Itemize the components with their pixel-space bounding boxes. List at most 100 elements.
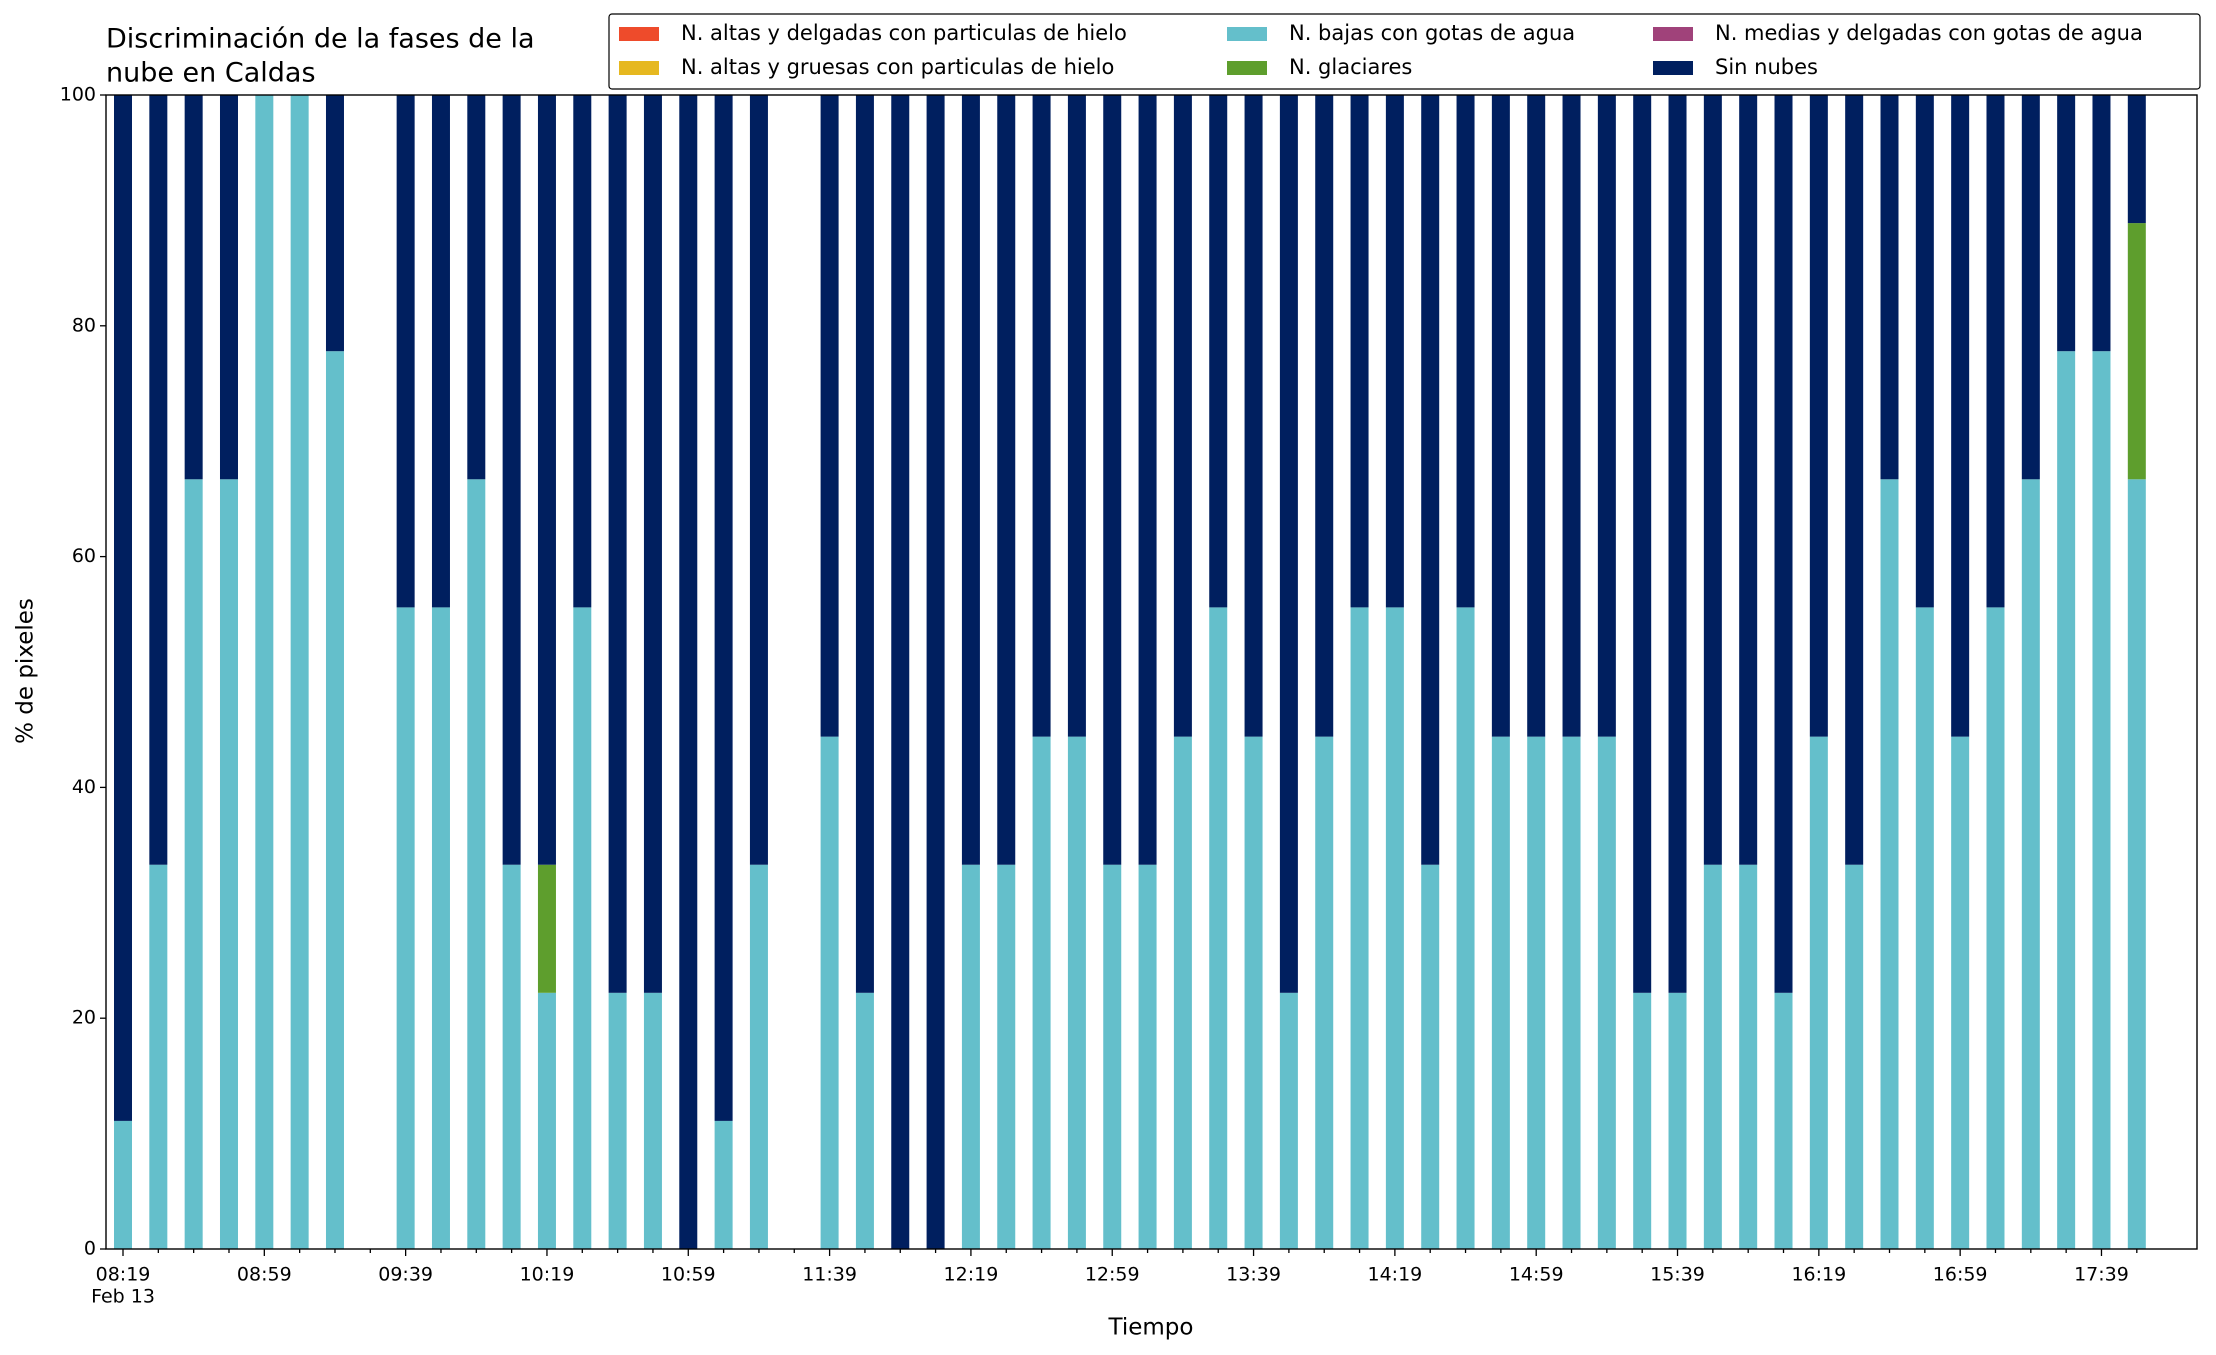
x-tick-label: 14:59 [1509,1264,1564,1286]
bar-segment [1562,736,1581,1249]
bar-segment [1173,736,1192,1249]
bar-segment [502,864,521,1249]
bar-segment [290,95,309,1249]
bar-segment [1633,95,1652,993]
bar-segment [219,95,238,480]
legend-swatch [1653,61,1693,75]
chart-title: Discriminación de la fases de la [106,24,535,55]
plot-frame [105,94,2198,1250]
bar-segment [537,864,556,993]
chart-title: nube en Caldas [106,58,316,89]
bar-segment [1279,992,1298,1249]
bar-segment [926,95,945,1249]
bar-segment [1138,95,1157,865]
bar-segment [2127,95,2146,224]
bar-segment [714,95,733,1121]
bar-segment [1597,95,1616,737]
bar-segment [855,95,874,993]
bar-segment [1315,736,1334,1249]
bar-segment [2057,351,2076,1249]
bar-segment [184,95,203,480]
x-tick-label: 09:39 [378,1264,433,1286]
x-tick-label: 17:39 [2074,1264,2129,1286]
y-tick-label: 40 [72,776,96,798]
bar-segment [467,479,486,1250]
bar-segment [1315,95,1334,737]
bar-segment [1633,992,1652,1249]
legend-swatch [619,27,659,41]
bar-segment [325,95,344,352]
x-tick-label: 10:59 [661,1264,716,1286]
bar-segment [1385,607,1404,1249]
bar-segment [1032,736,1051,1249]
bar-segment [1032,95,1051,737]
bar-segment [1915,95,1934,608]
bar-segment [325,351,344,1249]
legend-label: N. altas y delgadas con particulas de hi… [681,21,1127,45]
bar-segment [1173,95,1192,737]
bar-segment [1421,95,1440,865]
bar-segment [1209,607,1228,1249]
bar-segment [2127,223,2146,480]
bar-segment [1350,607,1369,1249]
bar-segment [1739,864,1758,1249]
bar-segment [2057,95,2076,352]
bar-segment [1986,607,2005,1249]
bar-segment [961,95,980,865]
bar-segment [1668,992,1687,1249]
legend-swatch [1653,27,1693,41]
bar-segment [1456,95,1475,608]
bar-segment [396,95,415,608]
bar-segment [1809,95,1828,737]
bar-segment [1880,95,1899,480]
bar-segment [1845,95,1864,865]
bar-segment [749,864,768,1249]
x-tick-label: 14:19 [1367,1264,1422,1286]
x-tick-label: 16:19 [1791,1264,1846,1286]
bar-segment [679,95,698,1249]
bar-segment [1138,864,1157,1249]
y-tick-label: 20 [72,1007,96,1029]
bar-segment [502,95,521,865]
bar-segment [537,95,556,865]
legend-box [608,13,2201,90]
bar-segment [1209,95,1228,608]
bar-segment [608,992,627,1249]
bar-segment [1951,736,1970,1249]
bar-segment [467,95,486,480]
bar-segment [1703,95,1722,865]
bar-segment [1809,736,1828,1249]
bar-segment [1067,95,1086,737]
bar-segment [1103,864,1122,1249]
bar-segment [1067,736,1086,1249]
bar-segment [2021,95,2040,480]
bar-segment [1527,736,1546,1249]
bar-segment [1668,95,1687,993]
bar-segment [643,95,662,993]
y-tick-label: 80 [72,314,96,336]
bar-segment [1244,736,1263,1249]
bar-segment [2092,351,2111,1249]
bar-segment [149,95,168,865]
bar-segment [184,479,203,1250]
x-tick-label: 12:59 [1085,1264,1140,1286]
bar-segment [1527,95,1546,737]
bar-segment [2127,479,2146,1250]
bar-segment [1739,95,1758,865]
bar-segment [1845,864,1864,1249]
bar-segment [2021,479,2040,1250]
bar-segment [573,607,592,1249]
bar-segment [997,95,1016,865]
legend-label: Sin nubes [1715,55,1818,79]
bar-segment [219,479,238,1250]
bar-segment [431,607,450,1249]
legend-label: N. glaciares [1289,55,1412,79]
bar-segment [820,95,839,737]
x-tick-label: 15:39 [1650,1264,1705,1286]
bar-segment [573,95,592,608]
x-tick-label: 13:39 [1226,1264,1281,1286]
x-sublabel: Feb 13 [91,1286,155,1308]
x-tick-label: 10:19 [520,1264,575,1286]
x-tick-label: 11:39 [802,1264,857,1286]
